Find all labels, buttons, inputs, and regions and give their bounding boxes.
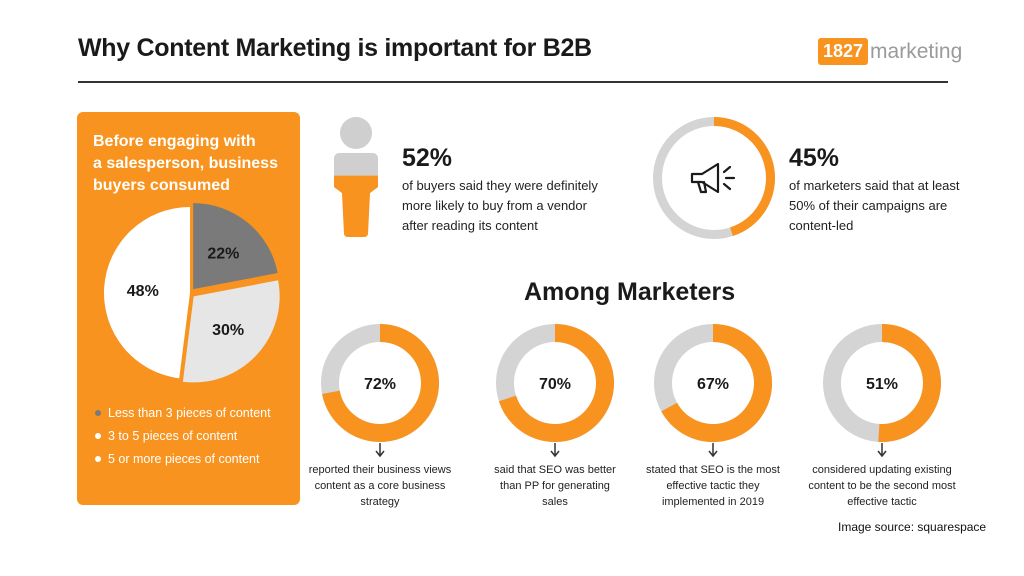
legend-item: Less than 3 pieces of content — [95, 406, 271, 420]
ring-label: 51% — [866, 376, 898, 393]
legend-label: 3 to 5 pieces of content — [108, 429, 238, 443]
legend-label: 5 or more pieces of content — [108, 452, 260, 466]
title-divider — [78, 81, 948, 83]
panel-heading-line: buyers consumed — [93, 177, 230, 194]
buyers-stat-line: after reading its content — [402, 218, 538, 233]
person-icon — [334, 117, 378, 237]
marketers-stat-line: 50% of their campaigns are — [789, 198, 948, 213]
panel-heading: Before engaging with a salesperson, busi… — [93, 131, 293, 197]
buyers-stat-value: 52% — [402, 144, 453, 172]
ring-caption: stated that SEO is the most effective ta… — [638, 462, 788, 510]
legend-item: 5 or more pieces of content — [95, 452, 259, 466]
ring-label: 72% — [364, 376, 396, 393]
buyers-stat-line: of buyers said they were definitely — [402, 178, 598, 193]
ring-chart: 70% — [496, 324, 614, 442]
ring-caption-line: implemented in 2019 — [661, 496, 765, 508]
ring-chart: 72% — [321, 324, 439, 442]
marketers-stat-value: 45% — [789, 144, 840, 172]
brand-logo: 1827 marketing — [818, 38, 962, 65]
marketers-stat-line: of marketers said that at least — [789, 178, 960, 193]
logo-number: 1827 — [818, 38, 869, 65]
ring-arc — [498, 324, 614, 442]
pie-slice — [193, 203, 278, 290]
legend-swatch — [95, 410, 101, 416]
ring-arc — [878, 324, 941, 442]
arrow-down-icon — [877, 443, 887, 458]
arrow-down-icon — [550, 443, 560, 458]
panel-heading-line: Before engaging with — [93, 133, 256, 150]
legend-swatch — [95, 433, 101, 439]
content-pie-chart: 22% 30% 48% — [103, 203, 280, 383]
panel-heading-line: a salesperson, business — [93, 155, 278, 172]
legend-label: Less than 3 pieces of content — [108, 406, 271, 420]
ring-caption: considered updating existing content to … — [802, 462, 962, 510]
megaphone-icon — [690, 162, 736, 194]
ring-label: 70% — [539, 376, 571, 393]
legend-item: 3 to 5 pieces of content — [95, 429, 237, 443]
buyers-stat-text: of buyers said they were definitely more… — [402, 176, 622, 236]
marketers-stat-line: content-led — [789, 218, 854, 233]
ring-caption-line: sales — [542, 496, 568, 508]
section-heading: Among Marketers — [524, 278, 736, 306]
logo-word: marketing — [870, 39, 963, 63]
pie-label: 30% — [212, 322, 244, 339]
ring-caption-line: considered updating existing — [812, 464, 952, 476]
ring-arc — [713, 117, 775, 237]
ring-label: 67% — [697, 376, 729, 393]
ring-caption: reported their business views content as… — [305, 462, 455, 510]
ring-caption-line: effective tactic they — [666, 480, 760, 492]
buyers-stat-line: more likely to buy from a vendor — [402, 198, 587, 213]
ring-arc — [661, 324, 772, 442]
marketers-ring-chart — [653, 117, 775, 239]
ring-caption-line: stated that SEO is the most — [646, 464, 780, 476]
ring-caption-line: strategy — [360, 496, 400, 508]
page-title: Why Content Marketing is important for B… — [78, 34, 592, 62]
ring-chart: 51% — [823, 324, 941, 442]
ring-chart: 67% — [654, 324, 772, 442]
ring-caption-line: said that SEO was better — [494, 464, 616, 476]
legend-swatch — [95, 456, 101, 462]
arrow-down-icon — [708, 443, 718, 458]
ring-caption-line: content as a core business — [314, 480, 446, 492]
image-source: Image source: squarespace — [838, 520, 987, 534]
pie-slice — [103, 207, 190, 379]
pie-label: 22% — [207, 246, 239, 263]
pie-label: 48% — [127, 283, 159, 300]
marketers-stat-text: of marketers said that at least 50% of t… — [789, 176, 989, 236]
ring-caption-line: than PP for generating — [500, 480, 610, 492]
arrow-down-icon — [375, 443, 385, 458]
person-fill-level — [334, 175, 378, 237]
ring-arc — [322, 324, 439, 442]
pie-slice — [182, 280, 280, 383]
ring-caption-line: reported their business views — [308, 464, 452, 476]
ring-caption-line: content to be the second most — [808, 480, 956, 492]
ring-caption: said that SEO was better than PP for gen… — [480, 462, 630, 510]
ring-caption-line: effective tactic — [847, 496, 917, 508]
